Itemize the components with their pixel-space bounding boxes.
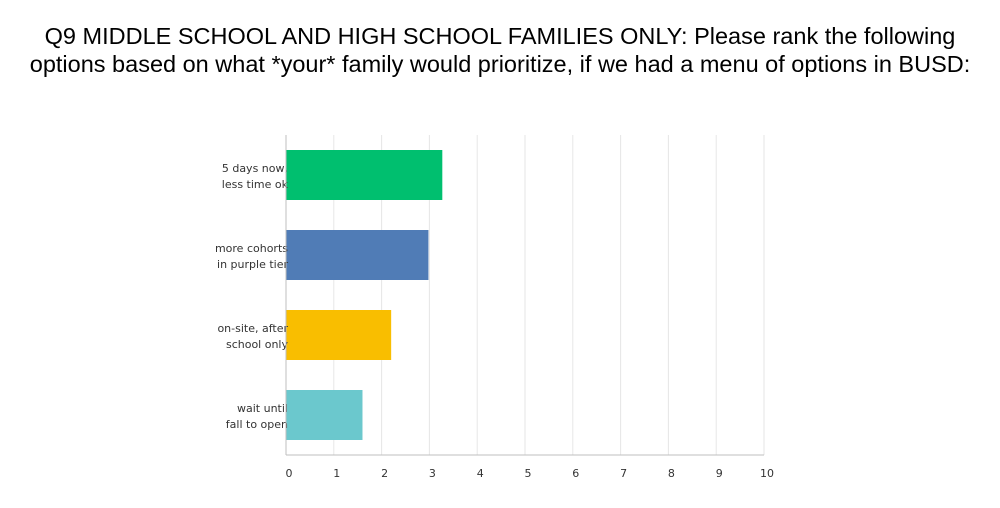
category-label-line: in purple tier xyxy=(217,258,288,271)
chart-title: Q9 MIDDLE SCHOOL AND HIGH SCHOOL FAMILIE… xyxy=(0,22,1000,78)
category-labels: 5 days now, less time ok more cohorts in pu… xyxy=(215,162,289,431)
x-tick-label: 10 xyxy=(760,467,774,480)
category-label: more cohorts in purple tier xyxy=(215,242,289,271)
x-tick-label: 6 xyxy=(572,467,579,480)
category-label: 5 days now, less time ok xyxy=(222,162,289,191)
chart-title-line-1: Q9 MIDDLE SCHOOL AND HIGH SCHOOL FAMILIE… xyxy=(44,23,956,49)
category-label-line: on-site, after xyxy=(217,322,288,335)
gridlines xyxy=(333,135,765,455)
axes xyxy=(285,135,764,456)
x-tick-labels: 0 1 2 3 4 5 6 7 8 9 10 xyxy=(286,467,775,480)
x-tick-label: 2 xyxy=(381,467,388,480)
x-tick-label: 9 xyxy=(716,467,723,480)
bar xyxy=(286,230,429,280)
x-tick-label: 5 xyxy=(525,467,532,480)
bar xyxy=(286,390,363,440)
category-label: on-site, after school only xyxy=(217,322,288,351)
x-tick-label: 3 xyxy=(429,467,436,480)
category-label-line: school only xyxy=(226,338,289,351)
bar xyxy=(286,150,443,200)
x-tick-label: 8 xyxy=(668,467,675,480)
x-tick-label: 4 xyxy=(477,467,484,480)
x-tick-label: 7 xyxy=(620,467,627,480)
category-label: wait until fall to open xyxy=(226,402,288,431)
category-label-line: wait until xyxy=(237,402,288,415)
category-label-line: more cohorts xyxy=(215,242,288,255)
category-label-line: fall to open xyxy=(226,418,288,431)
category-label-line: 5 days now, xyxy=(222,162,288,175)
chart-title-line-2: options based on what *your* family woul… xyxy=(29,51,971,77)
x-tick-label: 1 xyxy=(333,467,340,480)
bar xyxy=(286,310,392,360)
bars xyxy=(286,150,443,440)
x-tick-label: 0 xyxy=(286,467,293,480)
category-label-line: less time ok xyxy=(222,178,289,191)
